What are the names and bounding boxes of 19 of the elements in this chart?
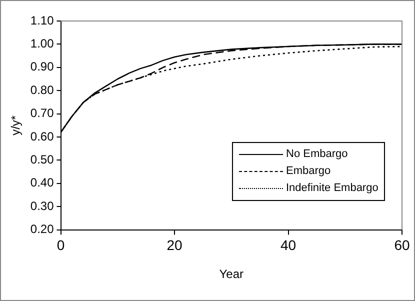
y-tick-label: 1.10 xyxy=(30,13,54,28)
legend-label: Indefinite Embargo xyxy=(286,182,378,194)
legend-label: Embargo xyxy=(286,165,331,178)
x-axis-title: Year xyxy=(219,267,244,282)
y-tick-label: 0.50 xyxy=(30,152,54,167)
y-tick-label: 0.80 xyxy=(30,82,54,97)
y-tick-label: 0.20 xyxy=(30,222,54,236)
legend-label: No Embargo xyxy=(286,148,348,160)
y-tick-label: 0.90 xyxy=(30,60,54,74)
y-tick-label: 0.70 xyxy=(30,106,54,120)
y-tick-label: 0.40 xyxy=(30,176,54,190)
x-tick-label: 0 xyxy=(56,237,65,254)
y-axis-title: y/y* xyxy=(8,115,23,136)
y-tick-label: 1.00 xyxy=(30,36,54,51)
x-tick-label: 40 xyxy=(280,237,296,254)
y-tick-label: 0.60 xyxy=(30,129,54,144)
x-tick-label: 20 xyxy=(166,237,182,254)
y-tick-label: 0.30 xyxy=(30,198,54,213)
x-tick-label: 60 xyxy=(394,237,410,254)
